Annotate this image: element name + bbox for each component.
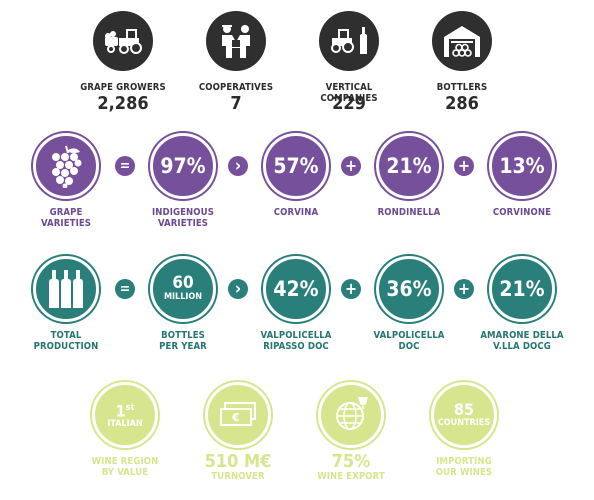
- label-line: VARIETIES: [157, 218, 209, 229]
- bottles-icon: [33, 256, 99, 322]
- wine-label: VALPOLICELLA DOC: [359, 330, 459, 352]
- label-line: VALPOLICELLA: [373, 330, 445, 341]
- handshake-icon: [206, 11, 266, 71]
- rank-label: WINE REGION BY VALUE: [80, 456, 170, 478]
- producer-value: 2,286: [97, 93, 149, 114]
- rank-number: 1: [115, 401, 126, 421]
- label-line: AMARONE DELLA: [480, 330, 564, 341]
- label-line: PER YEAR: [159, 341, 207, 352]
- label-line: WINE REGION: [91, 456, 159, 467]
- wine-label: AMARONE DELLA V.LLA DOCG: [472, 330, 572, 352]
- wine-value: 36%: [386, 277, 432, 301]
- producer-value: 7: [230, 93, 242, 114]
- label-line: DOC: [398, 341, 420, 352]
- variety-value: 13%: [499, 154, 545, 178]
- wine-value: 21%: [499, 277, 545, 301]
- rank-suffix: st: [125, 402, 135, 413]
- bottles-unit: MILLION: [163, 292, 203, 302]
- producer-value: 229: [332, 93, 366, 114]
- producer-label: GRAPE GROWERS: [80, 82, 166, 93]
- currency-symbol: €: [231, 411, 240, 424]
- countries-circle: 85 COUNTRIES: [431, 382, 497, 448]
- variety-label: RONDINELLA: [377, 207, 441, 218]
- equals-operator: =: [115, 156, 135, 176]
- banknote-icon: €: [205, 382, 271, 448]
- label-line: INDIGENOUS: [152, 207, 214, 218]
- variety-label: INDIGENOUS VARIETIES: [138, 207, 228, 229]
- label-line: TOTAL: [50, 330, 82, 341]
- export-value: 75%: [331, 451, 371, 472]
- wine-label: VALPOLICELLA RIPASSO DOC: [246, 330, 346, 352]
- bottles-circle: 60 MILLION: [150, 256, 216, 322]
- wine-circle: 36%: [376, 256, 442, 322]
- producer-label: BOTTLERS: [436, 82, 488, 93]
- rank-circle: 1st ITALIAN: [92, 382, 158, 448]
- warehouse-icon: [432, 11, 492, 71]
- wine-circle: 21%: [489, 256, 555, 322]
- rank-number-wrap: 1st: [116, 400, 135, 419]
- variety-circle: 97%: [150, 133, 216, 199]
- variety-value: 57%: [273, 154, 319, 178]
- plus-operator: +: [454, 156, 474, 176]
- label-line: PRODUCTION: [33, 341, 99, 352]
- label-line: BY VALUE: [101, 467, 149, 478]
- label-line: IMPORTING: [436, 456, 492, 467]
- rank-word: ITALIAN: [107, 419, 143, 430]
- export-label: WINE EXPORT: [317, 471, 385, 482]
- plus-operator: +: [454, 279, 474, 299]
- tractor-bottle-icon: [319, 11, 379, 71]
- turnover-label: TURNOVER: [211, 471, 265, 482]
- producer-label: COOPERATIVES: [198, 82, 274, 93]
- producer-label: VERTICAL COMPANIES: [320, 82, 378, 104]
- wine-value: 42%: [273, 277, 319, 301]
- label-line: VALPOLICELLA: [260, 330, 332, 341]
- varieties-main-label: GRAPE VARIETIES: [26, 207, 106, 229]
- plus-operator: +: [341, 156, 361, 176]
- variety-value: 21%: [386, 154, 432, 178]
- countries-value: 85: [453, 400, 475, 419]
- label-line: OUR WINES: [435, 467, 493, 478]
- countries-label: IMPORTING OUR WINES: [414, 456, 514, 478]
- variety-label: CORVINA: [273, 207, 319, 218]
- variety-circle: 13%: [489, 133, 555, 199]
- production-main-label: TOTAL PRODUCTION: [26, 330, 106, 352]
- bottles-label: BOTTLES PER YEAR: [138, 330, 228, 352]
- turnover-value: 510 M€: [204, 451, 272, 472]
- producer-value: 286: [445, 93, 479, 114]
- variety-value: 97%: [160, 154, 206, 178]
- bottles-value: 60: [172, 273, 194, 293]
- globe-glass-icon: [318, 382, 384, 448]
- countries-word: COUNTRIES: [437, 418, 491, 428]
- then-operator: ›: [228, 156, 248, 176]
- plus-operator: +: [341, 279, 361, 299]
- label-line: VARIETIES: [40, 218, 92, 229]
- tractor-icon: [93, 11, 153, 71]
- variety-circle: 57%: [263, 133, 329, 199]
- label-line: V.LLA DOCG: [493, 341, 551, 352]
- grapes-icon: [33, 133, 99, 199]
- equals-operator: =: [115, 279, 135, 299]
- then-operator: ›: [228, 279, 248, 299]
- label-line: GRAPE: [49, 207, 83, 218]
- label-line: BOTTLES: [161, 330, 205, 341]
- label-line: RIPASSO DOC: [263, 341, 329, 352]
- variety-circle: 21%: [376, 133, 442, 199]
- wine-circle: 42%: [263, 256, 329, 322]
- variety-label: CORVINONE: [492, 207, 552, 218]
